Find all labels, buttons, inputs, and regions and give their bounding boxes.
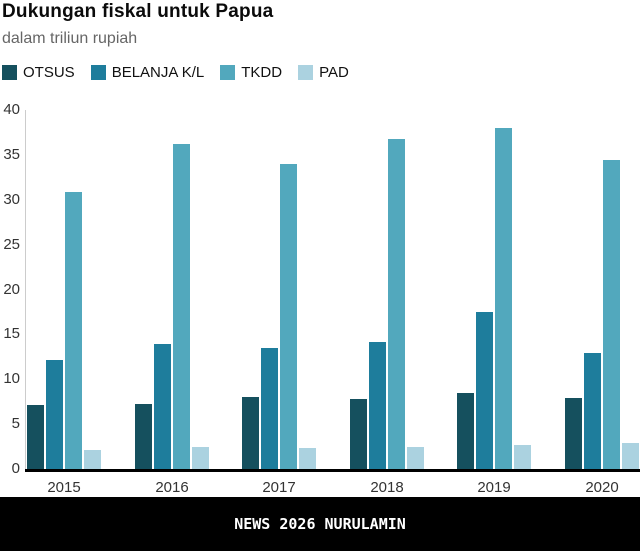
legend-swatch-otsus-icon	[2, 65, 17, 80]
x-axis-baseline	[25, 469, 640, 472]
bar-otsus-2015	[27, 405, 44, 469]
legend: OTSUS BELANJA K/L TKDD PAD	[2, 64, 349, 81]
y-axis-tick-label: 40	[3, 101, 20, 118]
bar-belanja-k-l-2019	[476, 312, 493, 469]
bar-belanja-k-l-2018	[369, 342, 386, 469]
legend-swatch-pad-icon	[298, 65, 314, 80]
bar-pad-2018	[407, 447, 424, 469]
y-axis-tick-label: 30	[3, 191, 20, 208]
bar-tkdd-2018	[388, 139, 405, 469]
bar-pad-2019	[514, 445, 531, 469]
y-axis-tick-label: 0	[11, 460, 20, 477]
bar-otsus-2019	[457, 393, 474, 469]
bar-otsus-2016	[135, 404, 152, 469]
bar-pad-2016	[192, 447, 209, 469]
bar-tkdd-2020	[603, 160, 620, 469]
bar-tkdd-2016	[173, 144, 190, 469]
bar-otsus-2017	[242, 397, 259, 469]
y-axis-line	[25, 110, 26, 469]
x-axis-label-2015: 2015	[47, 479, 81, 496]
bar-tkdd-2019	[495, 128, 512, 469]
legend-item-pad: PAD	[298, 64, 349, 81]
bar-pad-2015	[84, 450, 101, 469]
chart-title: Dukungan fiskal untuk Papua	[2, 1, 274, 22]
x-axis-label-2018: 2018	[370, 479, 404, 496]
bar-belanja-k-l-2017	[261, 348, 278, 469]
legend-swatch-belanja-k-l-icon	[90, 65, 106, 80]
x-axis-label-2017: 2017	[262, 479, 296, 496]
x-axis-label-2016: 2016	[155, 479, 189, 496]
x-axis-label-2019: 2019	[477, 479, 511, 496]
y-axis-tick-label: 15	[3, 325, 20, 342]
footer-bar: NEWS 2026 NURULAMIN	[0, 497, 640, 551]
bar-pad-2017	[299, 448, 316, 469]
y-axis-tick-label: 25	[3, 236, 20, 253]
bar-otsus-2020	[565, 398, 582, 469]
legend-swatch-tkdd-icon	[220, 65, 236, 80]
y-axis-tick-label: 20	[3, 281, 20, 298]
bar-belanja-k-l-2020	[584, 353, 601, 469]
bar-belanja-k-l-2015	[46, 360, 63, 469]
bar-tkdd-2015	[65, 192, 82, 469]
legend-label: PAD	[319, 64, 349, 81]
footer-credit-text: NEWS 2026 NURULAMIN	[234, 515, 406, 533]
bar-tkdd-2017	[280, 164, 297, 469]
legend-label: BELANJA K/L	[111, 64, 205, 81]
legend-item-tkdd: TKDD	[220, 64, 282, 81]
y-axis-tick-label: 35	[3, 146, 20, 163]
legend-label: TKDD	[241, 64, 283, 81]
legend-item-belanja-k-l: BELANJA K/L	[90, 64, 205, 81]
bar-otsus-2018	[350, 399, 367, 469]
legend-item-otsus: OTSUS	[2, 64, 75, 81]
y-axis-tick-label: 5	[11, 415, 20, 432]
y-axis-tick-label: 10	[3, 370, 20, 387]
x-axis-label-2020: 2020	[585, 479, 619, 496]
legend-label: OTSUS	[23, 64, 75, 81]
bar-belanja-k-l-2016	[154, 344, 171, 469]
chart-subtitle: dalam triliun rupiah	[2, 30, 138, 47]
bar-pad-2020	[622, 443, 639, 469]
